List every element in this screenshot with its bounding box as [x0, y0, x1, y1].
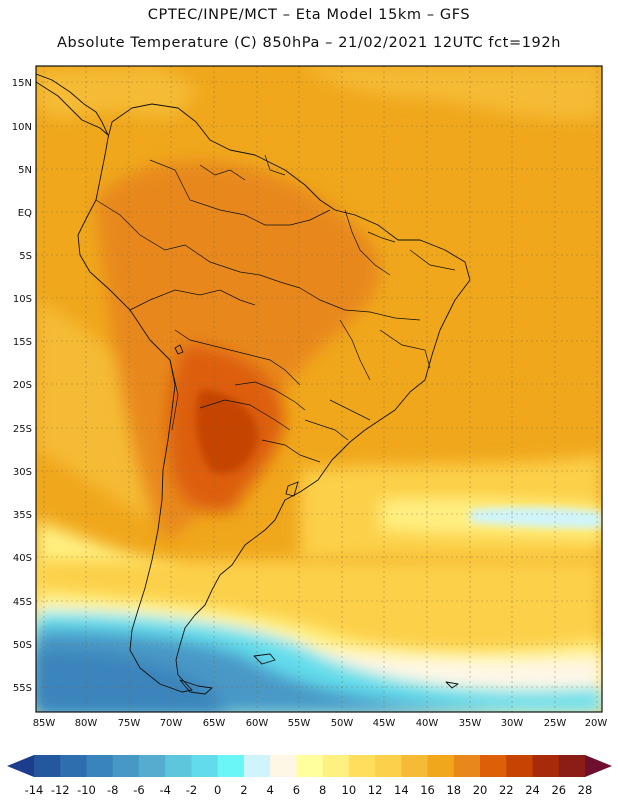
- lake-titicaca: [174, 344, 184, 355]
- lon-label: 85W: [33, 718, 56, 729]
- lon-label: 35W: [459, 718, 482, 729]
- colorbar: -14 -12 -10 -8 -6 -4 -2 0 2 4 6 8 10 12 14 16 18 20 22 24 26…: [7, 755, 612, 797]
- colorbar-swatch: [34, 755, 61, 777]
- lon-label: 65W: [203, 718, 226, 729]
- colorbar-tick-label: -2: [186, 783, 197, 797]
- colorbar-swatch: [348, 755, 376, 777]
- colorbar-swatch: [427, 755, 455, 777]
- colorbar-swatch: [243, 755, 271, 777]
- lon-label: 55W: [288, 718, 311, 729]
- lat-label: 45S: [13, 597, 32, 608]
- south-georgia: [445, 681, 459, 689]
- colorbar-tick-label: 4: [266, 783, 273, 797]
- lagoa-dos-patos: [285, 481, 299, 497]
- country-borders: [95, 154, 456, 463]
- colorbar-tick-label: 28: [578, 783, 593, 797]
- colorbar-tick-label: -6: [133, 783, 144, 797]
- colorbar-tick-label: 10: [342, 783, 357, 797]
- colorbar-tick-label: -14: [25, 783, 44, 797]
- map-subtitle: Absolute Temperature (C) 850hPa – 21/02/…: [57, 35, 561, 51]
- lat-label: 40S: [13, 553, 32, 564]
- colorbar-swatch: [60, 755, 87, 777]
- lat-label: 5S: [19, 251, 32, 262]
- colorbar-swatch: [138, 755, 166, 777]
- colorbar-tick-label: 20: [473, 783, 488, 797]
- map-title: CPTEC/INPE/MCT – Eta Model 15km – GFS: [147, 7, 471, 23]
- colorbar-swatch: [165, 755, 192, 777]
- colorbar-swatch: [480, 755, 507, 777]
- lat-label: 35S: [13, 510, 32, 521]
- colorbar-swatches: [34, 755, 586, 777]
- colorbar-high-arrow: [585, 755, 612, 777]
- colorbar-swatch: [558, 755, 586, 777]
- latitude-labels: 15N 10N 5N EQ 5S 10S 15S 20S 25S 30S 35S…: [12, 78, 32, 694]
- colorbar-low-arrow: [7, 755, 34, 777]
- lat-label: 20S: [13, 380, 32, 391]
- colorbar-swatch: [322, 755, 350, 777]
- colorbar-tick-label: -12: [51, 783, 70, 797]
- colorbar-tick-label: -10: [77, 783, 96, 797]
- lon-label: 70W: [160, 718, 183, 729]
- graticule: [36, 66, 602, 712]
- map-frame: [35, 65, 603, 713]
- lat-label: 10S: [13, 294, 32, 305]
- colorbar-tick-label: -4: [159, 783, 170, 797]
- colorbar-tick-label: 8: [319, 783, 326, 797]
- tierra-del-fuego: [179, 679, 213, 695]
- colorbar-swatch: [453, 755, 481, 777]
- colorbar-labels: -14 -12 -10 -8 -6 -4 -2 0 2 4 6 8 10 12 14 16 18 20 22 24 26…: [25, 783, 593, 797]
- south-america-outline: [77, 103, 471, 693]
- colorbar-tick-label: 26: [551, 783, 566, 797]
- lon-label: 20W: [585, 718, 608, 729]
- lon-label: 30W: [501, 718, 524, 729]
- colorbar-tick-label: 12: [368, 783, 383, 797]
- colorbar-swatch: [112, 755, 140, 777]
- lat-label: 5N: [18, 165, 32, 176]
- lat-label: 25S: [13, 424, 32, 435]
- coastlines: [36, 73, 471, 695]
- colorbar-swatch: [217, 755, 245, 777]
- colorbar-tick-label: -8: [107, 783, 118, 797]
- colorbar-swatch: [191, 755, 219, 777]
- lon-label: 50W: [331, 718, 354, 729]
- lat-label: EQ: [18, 208, 32, 219]
- lon-label: 75W: [118, 718, 141, 729]
- colorbar-swatch: [296, 755, 324, 777]
- colorbar-swatch: [86, 755, 114, 777]
- colorbar-tick-label: 14: [394, 783, 409, 797]
- lon-label: 60W: [246, 718, 269, 729]
- lat-label: 15N: [12, 78, 32, 89]
- longitude-labels: 85W 80W 75W 70W 65W 60W 55W 50W 45W 40W …: [33, 718, 608, 729]
- lon-label: 80W: [75, 718, 98, 729]
- lat-label: 15S: [13, 337, 32, 348]
- field-layer: [36, 66, 602, 712]
- lat-label: 30S: [13, 467, 32, 478]
- lon-label: 40W: [416, 718, 439, 729]
- colorbar-swatch: [270, 755, 297, 777]
- lat-label: 10N: [12, 122, 32, 133]
- colorbar-swatch: [506, 755, 534, 777]
- colorbar-swatch: [401, 755, 429, 777]
- falklands: [253, 653, 276, 665]
- lon-label: 45W: [373, 718, 396, 729]
- lon-label: 25W: [544, 718, 567, 729]
- colorbar-tick-label: 16: [420, 783, 435, 797]
- colorbar-tick-label: 18: [446, 783, 461, 797]
- lat-label: 50S: [13, 640, 32, 651]
- colorbar-tick-label: 0: [214, 783, 221, 797]
- colorbar-tick-label: 6: [293, 783, 300, 797]
- colorbar-tick-label: 2: [240, 783, 247, 797]
- colorbar-tick-label: 24: [525, 783, 540, 797]
- colorbar-swatch: [375, 755, 402, 777]
- colorbar-swatch: [532, 755, 560, 777]
- colorbar-tick-label: 22: [499, 783, 514, 797]
- lat-label: 55S: [13, 683, 32, 694]
- central-america-outline: [36, 73, 109, 136]
